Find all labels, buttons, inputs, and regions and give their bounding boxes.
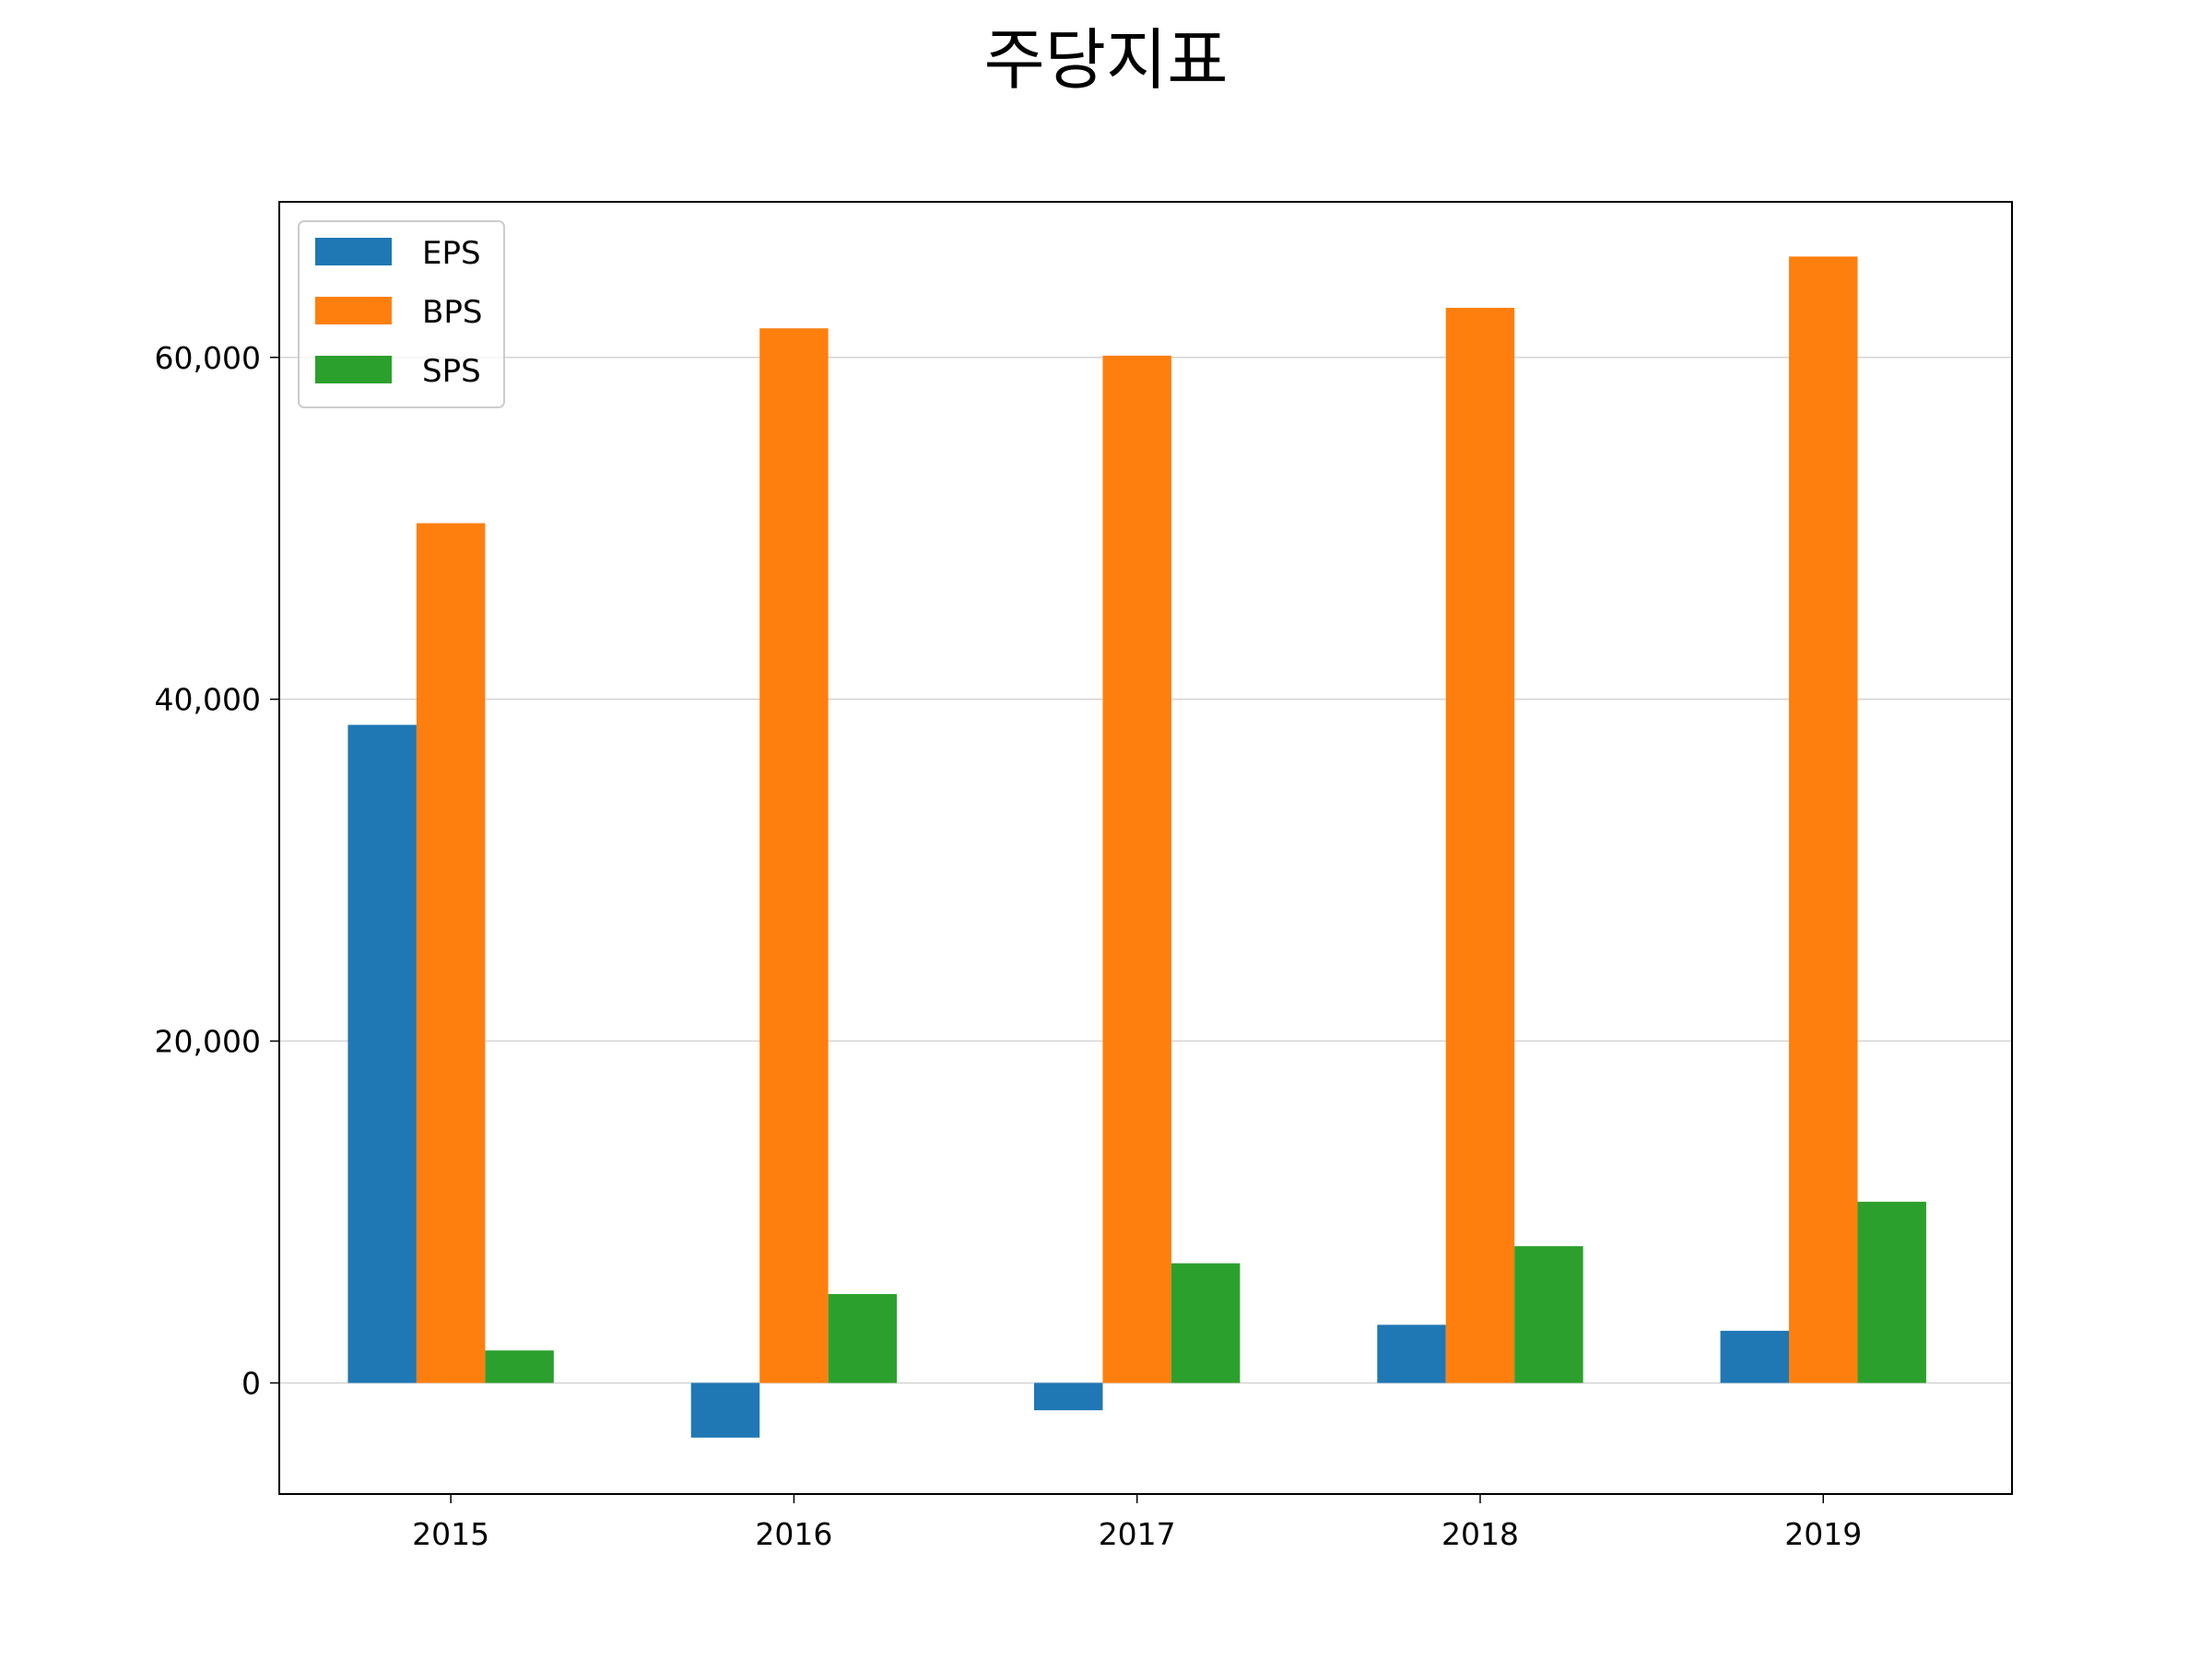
bar-eps [1377,1324,1446,1383]
bar-eps [347,724,417,1383]
bar-bps [759,328,829,1383]
bar-bps [1445,307,1515,1383]
y-tick-label: 20,000 [155,1024,261,1060]
x-tick-label: 2016 [755,1516,832,1552]
legend-swatch-sps [315,356,392,383]
legend-swatch-bps [315,297,392,324]
y-tick-label: 0 [241,1365,261,1401]
plot-area: 0 20,000 40,000 60,000 2015 2016 2017 2018 2019 E… [155,201,2013,1552]
bar-bps [416,523,486,1383]
bar-bps [1102,355,1171,1383]
y-tick-label: 40,000 [155,682,261,718]
bar-eps [690,1382,760,1438]
bar-sps [828,1294,898,1383]
bar-eps [1034,1382,1103,1411]
legend: EPS BPS SPS [298,220,505,408]
x-tick-label: 2017 [1099,1516,1176,1552]
legend-label-eps: EPS [422,235,481,272]
legend-label-bps: BPS [422,294,482,331]
x-tick-label: 2015 [412,1516,489,1552]
x-tick-label: 2019 [1784,1516,1862,1552]
bar-sps [1514,1246,1583,1383]
bar-sps [1857,1201,1926,1383]
bar-sps [485,1350,554,1383]
legend-swatch-eps [315,238,392,265]
axes-frame [278,201,2013,1495]
y-tick-label: 60,000 [155,340,261,376]
bar-bps [1789,256,1858,1383]
legend-label-sps: SPS [422,353,481,390]
chart-title: 주당지표 [984,21,1229,99]
bar-eps [1720,1330,1790,1383]
x-tick-label: 2018 [1441,1516,1519,1552]
bar-sps [1171,1263,1241,1383]
